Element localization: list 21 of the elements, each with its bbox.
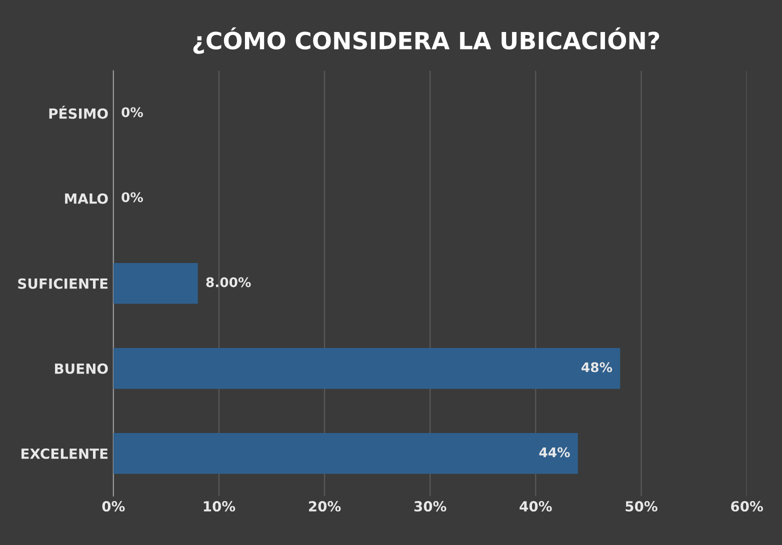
x-tick-label: 30% (414, 501, 446, 512)
data-label: 0% (122, 107, 143, 118)
x-tick-label: 40% (520, 501, 552, 512)
x-tick-label: 50% (626, 501, 658, 512)
x-tick-label: 60% (731, 501, 763, 512)
data-label: 8.00% (206, 277, 251, 288)
y-tick-label: EXCELENTE (22, 448, 108, 459)
data-label: 44% (539, 447, 570, 458)
bar (113, 262, 198, 304)
y-tick-label: PÉSIMO (49, 106, 108, 119)
chart-title: ¿CÓMO CONSIDERA LA UBICACIÓN? (193, 27, 660, 54)
y-tick-label: BUENO (55, 363, 108, 374)
x-tick-label: 0% (102, 501, 125, 512)
x-tick-label: 20% (309, 501, 341, 512)
bar (113, 433, 578, 474)
x-tick-label: 10% (204, 501, 236, 512)
y-tick-label: SUFICIENTE (18, 278, 108, 289)
bar (113, 348, 620, 389)
y-tick-label: MALO (65, 193, 108, 204)
data-label: 0% (122, 192, 143, 202)
data-label: 48% (582, 362, 612, 372)
